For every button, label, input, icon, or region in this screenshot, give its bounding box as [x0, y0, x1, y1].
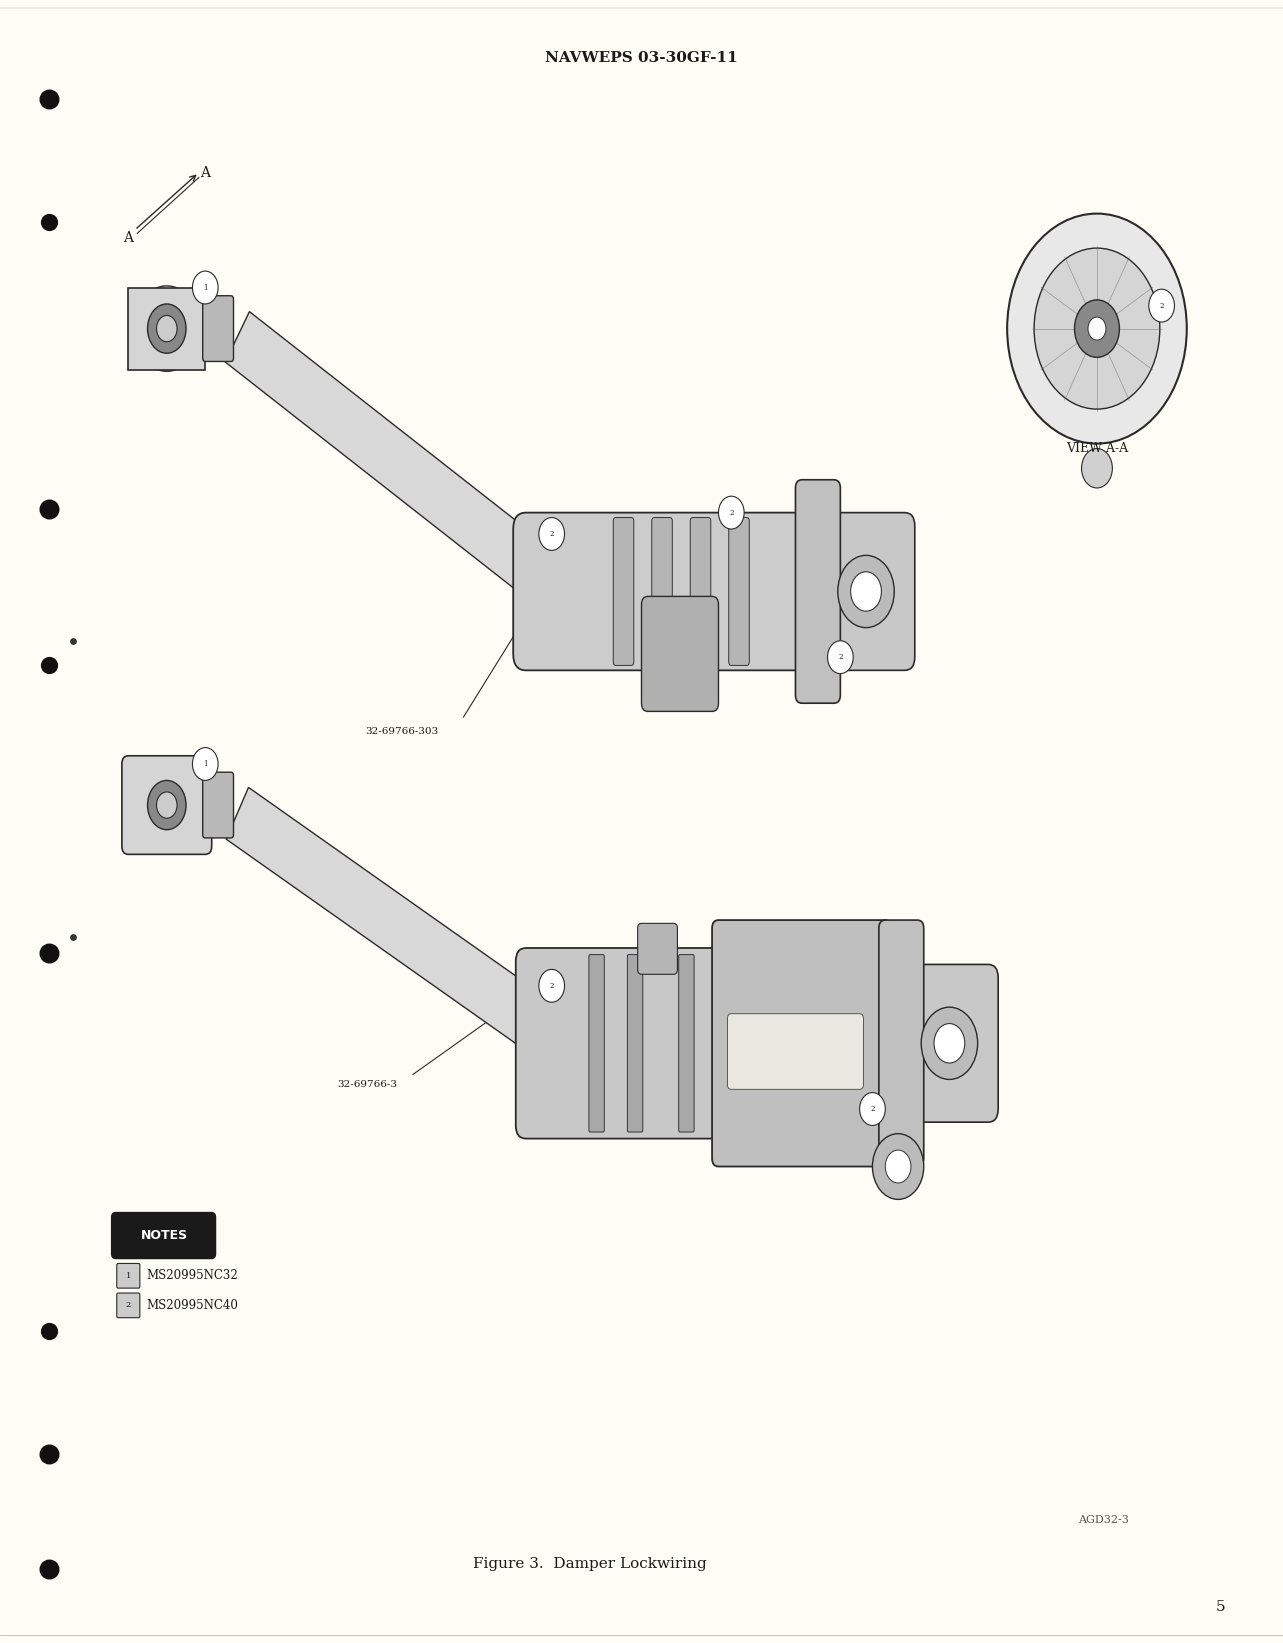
Polygon shape	[128, 288, 205, 370]
Circle shape	[157, 315, 177, 342]
FancyBboxPatch shape	[690, 518, 711, 665]
Text: MS20995NC32: MS20995NC32	[146, 1270, 239, 1282]
Circle shape	[539, 969, 565, 1002]
Circle shape	[838, 555, 894, 628]
Circle shape	[192, 748, 218, 780]
Polygon shape	[226, 312, 563, 608]
Text: MS20995NC40: MS20995NC40	[146, 1300, 239, 1311]
Circle shape	[872, 1134, 924, 1199]
Text: 1: 1	[203, 284, 208, 291]
Point	[38, 209, 59, 235]
Circle shape	[934, 1024, 965, 1063]
FancyBboxPatch shape	[203, 772, 234, 838]
FancyBboxPatch shape	[516, 948, 896, 1139]
FancyBboxPatch shape	[679, 955, 694, 1132]
Circle shape	[1007, 214, 1187, 444]
Point	[63, 628, 83, 654]
FancyBboxPatch shape	[627, 955, 643, 1132]
Text: A: A	[200, 166, 210, 179]
Text: Figure 3.  Damper Lockwiring: Figure 3. Damper Lockwiring	[473, 1558, 707, 1571]
Text: 32-69766-3: 32-69766-3	[337, 1079, 398, 1089]
Text: NOTES: NOTES	[141, 1229, 187, 1242]
FancyBboxPatch shape	[117, 1263, 140, 1288]
Point	[38, 940, 59, 966]
Point	[38, 1318, 59, 1344]
FancyBboxPatch shape	[589, 955, 604, 1132]
Text: AGD32-3: AGD32-3	[1078, 1515, 1129, 1525]
Point	[63, 923, 83, 950]
Polygon shape	[226, 787, 563, 1061]
Circle shape	[148, 780, 186, 830]
Circle shape	[828, 641, 853, 674]
FancyBboxPatch shape	[901, 964, 998, 1122]
FancyBboxPatch shape	[513, 513, 821, 670]
Text: VIEW A-A: VIEW A-A	[1066, 442, 1128, 455]
FancyBboxPatch shape	[729, 518, 749, 665]
Circle shape	[192, 271, 218, 304]
Circle shape	[885, 1150, 911, 1183]
Circle shape	[718, 496, 744, 529]
Text: 2: 2	[549, 531, 554, 537]
Point	[38, 652, 59, 679]
FancyBboxPatch shape	[795, 480, 840, 703]
Point	[38, 1556, 59, 1582]
Text: 2: 2	[1160, 302, 1164, 309]
Text: 2: 2	[870, 1106, 875, 1112]
Text: 2: 2	[729, 509, 734, 516]
Circle shape	[921, 1007, 978, 1079]
Circle shape	[539, 518, 565, 550]
Point	[38, 1441, 59, 1467]
Circle shape	[1082, 449, 1112, 488]
FancyBboxPatch shape	[817, 513, 915, 670]
Circle shape	[148, 304, 186, 353]
Text: 5: 5	[1215, 1600, 1225, 1613]
FancyBboxPatch shape	[122, 756, 212, 854]
FancyBboxPatch shape	[879, 920, 924, 1167]
Circle shape	[860, 1093, 885, 1125]
FancyBboxPatch shape	[613, 518, 634, 665]
Text: 1: 1	[203, 761, 208, 767]
Circle shape	[1034, 248, 1160, 409]
Text: 1: 1	[126, 1272, 131, 1280]
Point	[38, 496, 59, 522]
Text: A: A	[123, 232, 133, 245]
Circle shape	[1148, 289, 1174, 322]
FancyBboxPatch shape	[638, 923, 677, 974]
Text: 2: 2	[838, 654, 843, 660]
Circle shape	[157, 792, 177, 818]
Text: 2: 2	[549, 983, 554, 989]
FancyBboxPatch shape	[652, 518, 672, 665]
FancyBboxPatch shape	[112, 1213, 216, 1259]
FancyBboxPatch shape	[203, 296, 234, 361]
Point	[38, 85, 59, 112]
Text: 32-69766-303: 32-69766-303	[366, 726, 439, 736]
FancyBboxPatch shape	[727, 1014, 863, 1089]
FancyBboxPatch shape	[642, 596, 718, 711]
FancyBboxPatch shape	[117, 1293, 140, 1318]
Text: 2: 2	[126, 1301, 131, 1309]
Circle shape	[851, 572, 881, 611]
Text: NAVWEPS 03-30GF-11: NAVWEPS 03-30GF-11	[545, 51, 738, 64]
Circle shape	[1088, 317, 1106, 340]
FancyBboxPatch shape	[712, 920, 892, 1167]
Circle shape	[1074, 299, 1119, 357]
